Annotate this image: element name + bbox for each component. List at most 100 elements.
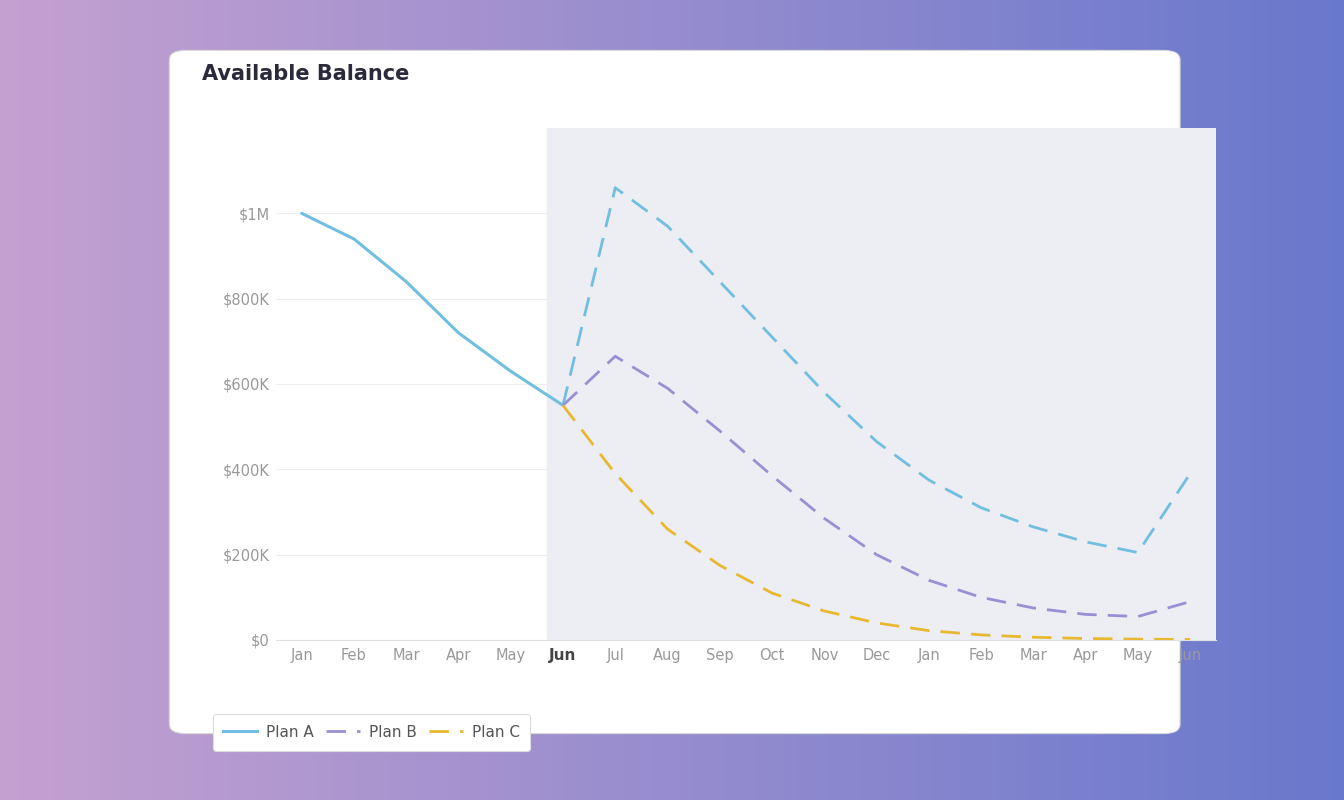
Bar [380,0,386,800]
Bar [426,0,430,800]
Bar [40,0,44,800]
Bar [937,0,941,800]
Bar [900,0,905,800]
Bar [1125,0,1129,800]
Bar [1075,0,1079,800]
Bar [735,0,739,800]
Bar [511,0,515,800]
Bar [1058,0,1062,800]
Bar [430,0,434,800]
Bar [860,0,864,800]
Bar [622,0,628,800]
Bar [1214,0,1219,800]
Bar [802,0,806,800]
Bar [1317,0,1321,800]
Bar [1327,0,1331,800]
Bar [340,0,345,800]
Bar [1250,0,1254,800]
Bar [188,0,192,800]
Bar [655,0,659,800]
Bar [273,0,278,800]
Bar [618,0,622,800]
Bar [507,0,511,800]
Bar [605,0,609,800]
Bar [461,0,466,800]
Bar [171,0,175,800]
Bar [323,0,327,800]
Bar [144,0,148,800]
Bar [964,0,968,800]
Bar [699,0,703,800]
Bar [1102,0,1106,800]
Bar [238,0,242,800]
Bar [574,0,578,800]
Bar [891,0,896,800]
Bar [887,0,891,800]
Bar [864,0,870,800]
Bar [981,0,985,800]
Bar [251,0,255,800]
Bar [1156,0,1160,800]
Bar [108,0,112,800]
Bar [941,0,945,800]
Bar [1227,0,1232,800]
Bar [345,0,349,800]
Bar [0,0,4,800]
Bar [712,0,716,800]
Bar [766,0,770,800]
Bar [816,0,820,800]
Bar [206,0,211,800]
Bar [681,0,685,800]
Bar [474,0,480,800]
Bar [722,0,726,800]
Bar [484,0,488,800]
Bar [950,0,954,800]
Bar [1246,0,1250,800]
Bar [977,0,981,800]
Bar [179,0,184,800]
Bar [820,0,824,800]
Bar [255,0,259,800]
Bar [749,0,753,800]
Bar [668,0,672,800]
Text: ╱: ╱ [1148,706,1156,721]
Bar [1232,0,1236,800]
Bar [1066,0,1071,800]
Bar [121,0,125,800]
Bar [394,0,399,800]
Bar [1017,0,1021,800]
Bar [945,0,950,800]
Bar [829,0,833,800]
Bar [27,0,31,800]
Bar [672,0,676,800]
Bar [13,0,17,800]
Bar [296,0,300,800]
Bar [50,0,54,800]
Bar [1021,0,1025,800]
Bar [1039,0,1044,800]
Bar [851,0,856,800]
Bar [407,0,413,800]
Bar [403,0,407,800]
Bar [874,0,878,800]
Bar [856,0,860,800]
Bar [726,0,730,800]
Bar [810,0,816,800]
Bar [1192,0,1196,800]
Bar [103,0,108,800]
Bar [896,0,900,800]
Bar [63,0,67,800]
Bar [1179,0,1183,800]
Bar [1025,0,1031,800]
Bar [991,0,995,800]
Bar [215,0,219,800]
Bar [1183,0,1187,800]
Bar [695,0,699,800]
Bar [753,0,757,800]
Bar [192,0,198,800]
Bar [219,0,224,800]
Bar [775,0,780,800]
Bar [931,0,937,800]
Bar [1294,0,1300,800]
Bar [1286,0,1290,800]
